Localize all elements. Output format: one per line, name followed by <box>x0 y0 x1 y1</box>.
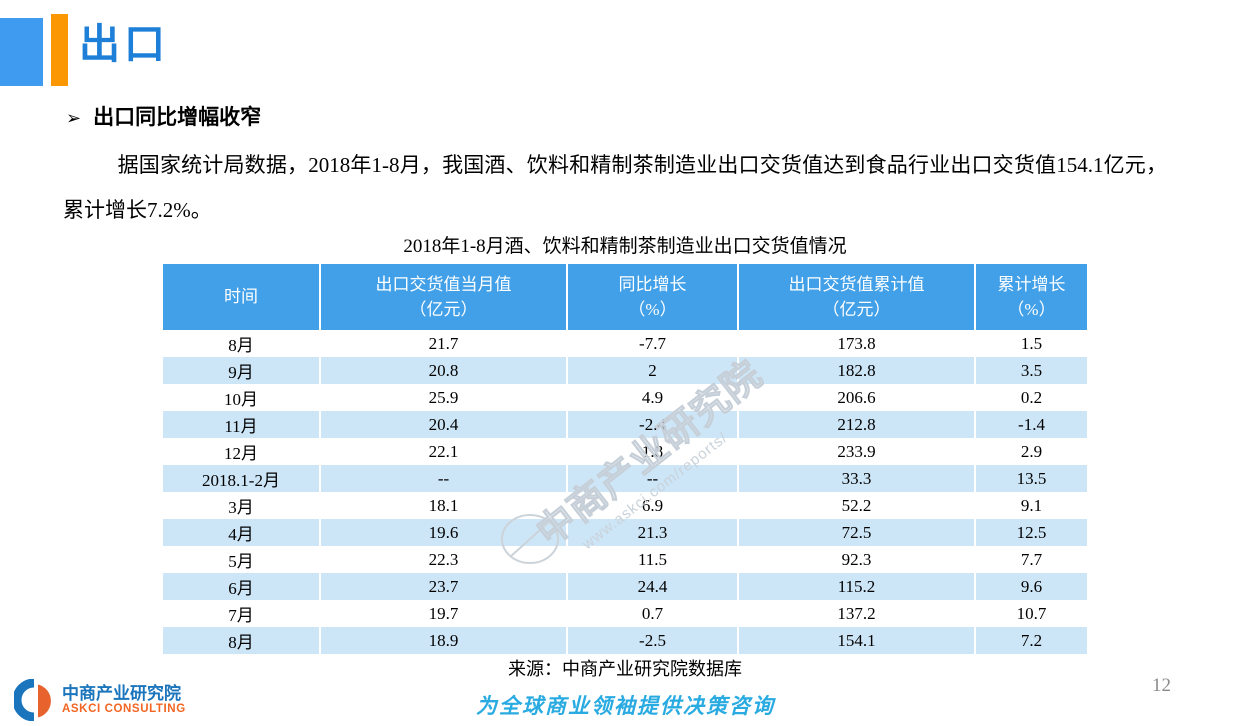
table-cell: 154.1 <box>738 627 976 654</box>
table-row: 5月 22.3 11.5 92.3 7.7 <box>163 546 1087 573</box>
table-cell: 7.7 <box>1020 549 1043 569</box>
table-cell: 33.3 <box>738 465 976 492</box>
table-cell: 137.2 <box>738 600 976 627</box>
table-cell: 2 <box>567 357 739 384</box>
table-cell: 2.9 <box>1020 441 1043 461</box>
table-cell: 92.3 <box>738 546 976 573</box>
logo-subtitle: ASKCI CONSULTING <box>62 703 186 716</box>
table-cell: 24.4 <box>567 573 739 600</box>
table-row: 7月 19.7 0.7 137.2 10.7 <box>163 600 1087 627</box>
table-row: 2018.1-2月 -- -- 33.3 13.5 <box>163 465 1087 492</box>
table-cell: 9.6 <box>1020 576 1043 596</box>
table-cell: 13.5 <box>1016 468 1047 488</box>
table-cell: 1.8 <box>567 438 739 465</box>
footer-tagline: 为全球商业领袖提供决策咨询 <box>476 694 775 718</box>
page-title: 出口 <box>79 21 169 67</box>
table-cell: 20.8 <box>320 357 568 384</box>
table-cell: 11月 <box>163 411 321 438</box>
table-cell: 212.8 <box>738 411 976 438</box>
table-row: 11月 20.4 -2.4 212.8 -1.4 <box>163 411 1087 438</box>
table-cell: 10.7 <box>1016 603 1047 623</box>
column-header: 累计增长 （%） <box>975 264 1087 330</box>
table-cell: 206.6 <box>738 384 976 411</box>
table-cell: 7月 <box>163 600 321 627</box>
logo-title: 中商产业研究院 <box>62 683 181 703</box>
table-cell: 3.5 <box>1020 360 1043 380</box>
table-cell: 19.6 <box>320 519 568 546</box>
table-body: 8月 21.7 -7.7 173.8 1.5 9月 20.8 2 182.8 3.5 10月 25.9… <box>163 330 1087 654</box>
table-cell: 21.3 <box>567 519 739 546</box>
table-cell: 9月 <box>163 357 321 384</box>
table-cell: 5月 <box>163 546 321 573</box>
table-row: 4月 19.6 21.3 72.5 12.5 <box>163 519 1087 546</box>
company-logo: 中商产业研究院 ASKCI CONSULTING <box>14 679 186 721</box>
table-cell: 7.2 <box>1020 630 1043 650</box>
table-cell: 52.2 <box>738 492 976 519</box>
table-title: 2018年1-8月酒、饮料和精制茶制造业出口交货值情况 <box>403 236 847 257</box>
export-data-table: 时间 出口交货值当月值 （亿元） 同比增长 （%） 出口交货值累计值 （亿元） 累计增长 （%）… <box>163 264 1087 654</box>
table-cell: 233.9 <box>738 438 976 465</box>
askci-logo-icon <box>14 679 51 721</box>
table-cell: 20.4 <box>320 411 568 438</box>
table-cell: 19.7 <box>320 600 568 627</box>
accent-square <box>0 18 43 86</box>
column-header: 时间 <box>163 264 321 330</box>
table-cell: 2018.1-2月 <box>163 465 321 492</box>
table-cell: 21.7 <box>320 330 568 357</box>
table-row: 10月 25.9 4.9 206.6 0.2 <box>163 384 1087 411</box>
table-row: 12月 22.1 1.8 233.9 2.9 <box>163 438 1087 465</box>
table-cell: 8月 <box>163 627 321 654</box>
table-cell: -2.5 <box>567 627 739 654</box>
table-cell: 10月 <box>163 384 321 411</box>
logo-text: 中商产业研究院 ASKCI CONSULTING <box>62 684 186 717</box>
table-cell: 182.8 <box>738 357 976 384</box>
table-cell: 25.9 <box>320 384 568 411</box>
table-cell: 0.7 <box>567 600 739 627</box>
table-cell: -7.7 <box>567 330 739 357</box>
table-cell: 18.9 <box>320 627 568 654</box>
body-paragraph: 据国家统计局数据，2018年1-8月，我国酒、饮料和精制茶制造业出口交货值达到食… <box>63 153 1167 222</box>
table-row: 9月 20.8 2 182.8 3.5 <box>163 357 1087 384</box>
table-row: 3月 18.1 6.9 52.2 9.1 <box>163 492 1087 519</box>
table-cell: 23.7 <box>320 573 568 600</box>
table-cell: -2.4 <box>567 411 739 438</box>
table-cell: 72.5 <box>738 519 976 546</box>
table-cell: 6月 <box>163 573 321 600</box>
table-cell: 11.5 <box>567 546 739 573</box>
table-cell: -- <box>320 465 568 492</box>
table-cell: 12月 <box>163 438 321 465</box>
table-cell: 1.5 <box>1020 333 1043 353</box>
table-cell: 22.1 <box>320 438 568 465</box>
table-cell: 3月 <box>163 492 321 519</box>
table-cell: 12.5 <box>1016 522 1047 542</box>
table-cell: 22.3 <box>320 546 568 573</box>
table-cell: 8月 <box>163 330 321 357</box>
page-number: 12 <box>1152 675 1171 696</box>
table-cell: 18.1 <box>320 492 568 519</box>
table-cell: 0.2 <box>1020 387 1043 407</box>
table-cell: 115.2 <box>738 573 976 600</box>
table-head-row: 时间 出口交货值当月值 （亿元） 同比增长 （%） 出口交货值累计值 （亿元） 累计增长 （%） <box>163 264 1087 330</box>
column-header: 同比增长 （%） <box>567 264 739 330</box>
table-row: 6月 23.7 24.4 115.2 9.6 <box>163 573 1087 600</box>
table-cell: 6.9 <box>567 492 739 519</box>
table-row: 8月 18.9 -2.5 154.1 7.2 <box>163 627 1087 654</box>
arrow-bullet-icon: ➢ <box>66 108 82 129</box>
section-heading: ➢ 出口同比增幅收窄 <box>66 101 261 131</box>
table-cell: 173.8 <box>738 330 976 357</box>
table-row: 8月 21.7 -7.7 173.8 1.5 <box>163 330 1087 357</box>
table-cell: -- <box>567 465 739 492</box>
section-heading-text: 出口同比增幅收窄 <box>93 105 262 129</box>
source-line: 来源：中商产业研究院数据库 <box>508 659 742 679</box>
column-header: 出口交货值累计值 （亿元） <box>738 264 976 330</box>
accent-bar <box>51 14 68 86</box>
table-cell: 4月 <box>163 519 321 546</box>
column-header: 出口交货值当月值 （亿元） <box>320 264 568 330</box>
table-cell: 4.9 <box>567 384 739 411</box>
table-cell: -1.4 <box>1018 414 1045 434</box>
table-cell: 9.1 <box>1020 495 1043 515</box>
